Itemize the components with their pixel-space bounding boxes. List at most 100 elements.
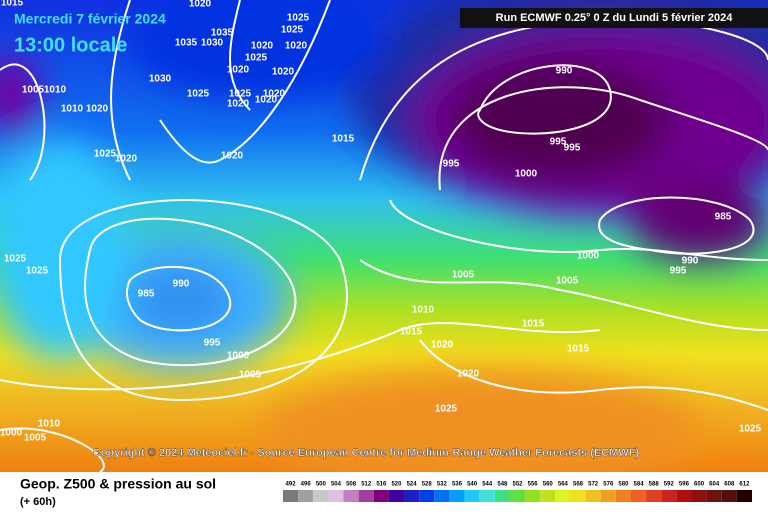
colorbar-label: 564 <box>558 482 569 488</box>
colorbar-cell <box>630 490 647 502</box>
isobar-label: 1025 <box>26 266 49 277</box>
isobar-label: 1005 <box>22 85 45 96</box>
colorbar-label: 544 <box>482 482 493 488</box>
isobar-label: 1010 <box>61 104 84 115</box>
isobar-label: 1010 <box>38 419 61 430</box>
colorbar-label: 556 <box>528 482 539 488</box>
isobar-label: 1020 <box>189 0 212 10</box>
isobar-label: 990 <box>682 256 699 267</box>
isobar-label: 1015 <box>1 0 24 9</box>
colorbar-label: 504 <box>331 482 342 488</box>
isobar-label: 1015 <box>522 319 545 330</box>
isobar-label: 1025 <box>4 254 27 265</box>
colorbar-label: 520 <box>391 482 402 488</box>
isobar-label: 1015 <box>400 327 423 338</box>
isobar-label: 1005 <box>556 276 579 287</box>
isobar-label: 1020 <box>251 41 274 52</box>
isobar-label: 985 <box>138 289 155 300</box>
colorbar-cell <box>540 490 556 502</box>
colorbar-cell <box>328 490 344 502</box>
isobar-label: 1020 <box>221 151 244 162</box>
isobar-label: 1020 <box>227 99 250 110</box>
colorbar-label: 500 <box>316 482 327 488</box>
colorbar-cell <box>600 490 616 502</box>
isobar-label: 1020 <box>431 340 454 351</box>
isobar-label: 1020 <box>255 95 278 106</box>
colorbar-cell <box>479 490 495 502</box>
isobar-label: 1020 <box>115 154 138 165</box>
isobar-label: 1025 <box>94 149 117 160</box>
colorbar-cell <box>509 490 526 502</box>
footer-lead: (+ 60h) <box>20 496 56 508</box>
colorbar-cell <box>570 490 586 502</box>
isobar-label: 990 <box>556 66 573 77</box>
isobar-label: 1015 <box>567 344 590 355</box>
isobar-label: 1020 <box>457 369 480 380</box>
date: Mercredi 7 février 2024 <box>14 11 166 27</box>
isobar-label: 995 <box>564 143 581 154</box>
colorbar-cell <box>343 490 359 502</box>
run-box <box>460 8 768 28</box>
colorbar: 492 496 500 504 508 512 516 520 524 528 532 536 540 5… <box>283 482 752 502</box>
isobar-label: 1025 <box>281 25 304 36</box>
isobar-label: 995 <box>670 266 687 277</box>
colorbar-cell <box>676 490 692 502</box>
colorbar-cell <box>646 490 662 502</box>
isobar-label: 1020 <box>86 104 109 115</box>
isobar-label: 1020 <box>272 67 295 78</box>
colorbar-cell <box>313 490 329 502</box>
isobar-label: 995 <box>204 338 221 349</box>
isobar-label: 1015 <box>332 134 355 145</box>
isobar-label: 1005 <box>452 270 475 281</box>
isobar-label: 1025 <box>739 424 762 435</box>
copyright: Copyright © 2024 Meteociel.fr - Source E… <box>93 447 640 459</box>
colorbar-label: 528 <box>422 482 433 488</box>
colorbar-label: 604 <box>709 482 720 488</box>
colorbar-cell <box>434 490 450 502</box>
colorbar-cell <box>283 490 299 502</box>
colorbar-label: 584 <box>634 482 645 488</box>
colorbar-cell <box>585 490 601 502</box>
isobar-label: 1000 <box>515 169 538 180</box>
isobar-label: 1025 <box>245 53 268 64</box>
colorbar-cell <box>736 490 752 502</box>
colorbar-cell <box>661 490 677 502</box>
isobar-label: 1005 <box>24 433 47 444</box>
run-label: Run ECMWF 0.25° 0 Z du Lundi 5 février 2… <box>496 12 734 24</box>
isobar-label: 1000 <box>577 251 600 262</box>
colorbar-label: 508 <box>346 482 357 488</box>
isobar-label: 995 <box>550 137 567 148</box>
colorbar-label: 592 <box>664 482 675 488</box>
colorbar-label: 576 <box>603 482 614 488</box>
colorbar-label: 572 <box>588 482 599 488</box>
colorbar-label: 568 <box>573 482 584 488</box>
isobar-label: 995 <box>443 159 460 170</box>
colorbar-cell <box>298 490 314 502</box>
isobar-label: 1035 <box>211 28 234 39</box>
colorbar-cell <box>419 490 435 502</box>
colorbar-label: 492 <box>286 482 297 488</box>
isobar-label: 1000 <box>227 351 250 362</box>
isobar-label: 1035 <box>175 38 198 49</box>
colorbar-label: 588 <box>649 482 660 488</box>
colorbar-cell <box>615 490 631 502</box>
colorbar-label: 596 <box>679 482 690 488</box>
colorbar-label: 608 <box>724 482 735 488</box>
colorbar-cell <box>388 490 405 502</box>
colorbar-label: 560 <box>543 482 554 488</box>
colorbar-cell <box>555 490 571 502</box>
colorbar-label: 516 <box>376 482 387 488</box>
colorbar-cell <box>373 490 389 502</box>
colorbar-cell <box>525 490 541 502</box>
colorbar-label: 532 <box>437 482 448 488</box>
isobar-label: 990 <box>173 279 190 290</box>
colorbar-label: 512 <box>361 482 372 488</box>
isobar-label: 1025 <box>187 89 210 100</box>
colorbar-label: 552 <box>512 482 523 488</box>
isobar-label: 1010 <box>44 85 67 96</box>
field <box>0 0 768 490</box>
isobar-label: 1005 <box>239 370 262 381</box>
colorbar-label: 580 <box>618 482 629 488</box>
